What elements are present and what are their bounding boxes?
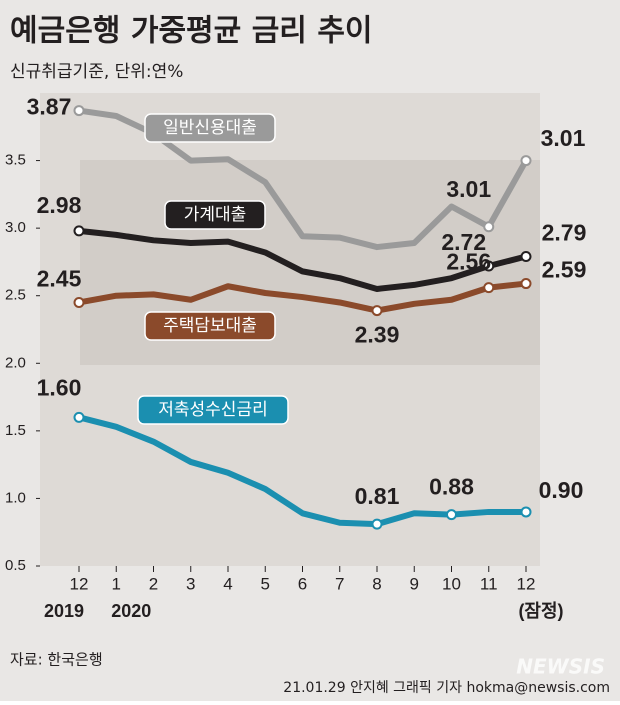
x-tick-label: 12 bbox=[70, 574, 89, 593]
point bbox=[520, 278, 532, 290]
x-sublabel: 2020 bbox=[111, 601, 151, 621]
x-tick-label: 2 bbox=[149, 574, 158, 593]
data-label: 2.79 bbox=[542, 220, 587, 246]
legend-box bbox=[144, 113, 276, 143]
point bbox=[483, 260, 495, 272]
point bbox=[371, 305, 383, 317]
chart-title: 예금은행 가중평균 금리 추이 bbox=[10, 14, 373, 49]
point bbox=[73, 411, 85, 423]
legend-label: 저축성수신금리 bbox=[158, 400, 267, 420]
x-tick-label: 9 bbox=[410, 574, 419, 593]
x-tick-label: 11 bbox=[480, 574, 498, 593]
point bbox=[73, 225, 85, 237]
data-label: 2.45 bbox=[37, 266, 82, 292]
y-tick-label: 1.0 bbox=[5, 489, 26, 506]
legend-label: 주택담보대출 bbox=[163, 316, 257, 336]
x-tick-label: 7 bbox=[335, 574, 344, 593]
data-label: 2.72 bbox=[441, 229, 486, 255]
data-label: 3.01 bbox=[446, 176, 491, 202]
point bbox=[483, 282, 495, 294]
point bbox=[520, 251, 532, 263]
data-label: 1.60 bbox=[37, 374, 82, 400]
y-tick-label: 3.5 bbox=[5, 152, 26, 169]
legend-box bbox=[137, 395, 289, 425]
y-tick-label: 3.0 bbox=[5, 219, 26, 236]
legend-box bbox=[164, 200, 266, 230]
x-tick-label: 1 bbox=[112, 574, 121, 593]
x-tick-label: 8 bbox=[372, 574, 381, 593]
point bbox=[73, 105, 85, 117]
data-label: 2.56 bbox=[446, 249, 491, 275]
point bbox=[483, 221, 495, 233]
x-sublabel: 2019 bbox=[44, 601, 84, 621]
line bbox=[78, 227, 527, 292]
x-tick-label: 4 bbox=[223, 574, 232, 593]
x-tick-label: 5 bbox=[261, 574, 270, 593]
data-label: 0.90 bbox=[539, 477, 584, 503]
point bbox=[73, 296, 85, 308]
x-tick-label: 12 bbox=[517, 574, 536, 593]
x-tick-label: 10 bbox=[442, 574, 461, 593]
y-tick-label: 2.0 bbox=[5, 354, 26, 371]
legend-label: 가계대출 bbox=[184, 205, 247, 225]
line bbox=[78, 280, 527, 314]
data-label: 3.87 bbox=[27, 94, 72, 120]
data-label: 2.59 bbox=[542, 257, 587, 283]
data-label: 0.81 bbox=[355, 483, 400, 509]
point bbox=[520, 506, 532, 518]
credit: 21.01.29 안지혜 그래픽 기자 hokma@newsis.com bbox=[283, 680, 610, 696]
x-tick-label: 3 bbox=[186, 574, 195, 593]
annotation: 3.01 bbox=[541, 125, 586, 151]
point bbox=[446, 509, 457, 521]
source: 자료: 한국은행 bbox=[10, 651, 103, 669]
x-tick-label: 6 bbox=[298, 574, 307, 593]
point bbox=[520, 155, 532, 167]
data-label: 0.88 bbox=[429, 474, 474, 500]
watermark: NEWSIS bbox=[516, 655, 605, 679]
chart-subtitle: 신규취급기준, 단위:연% bbox=[10, 62, 183, 82]
legend-label: 일반신용대출 bbox=[163, 118, 257, 138]
data-label: 2.39 bbox=[355, 322, 400, 348]
data-label: 2.98 bbox=[37, 192, 82, 218]
point bbox=[371, 518, 383, 530]
x-sublabel: (잠정) bbox=[518, 601, 563, 621]
legend-box bbox=[144, 311, 276, 341]
y-tick-label: 1.5 bbox=[5, 422, 26, 439]
y-tick-label: 2.5 bbox=[5, 287, 26, 304]
y-tick-label: 0.5 bbox=[5, 557, 26, 574]
